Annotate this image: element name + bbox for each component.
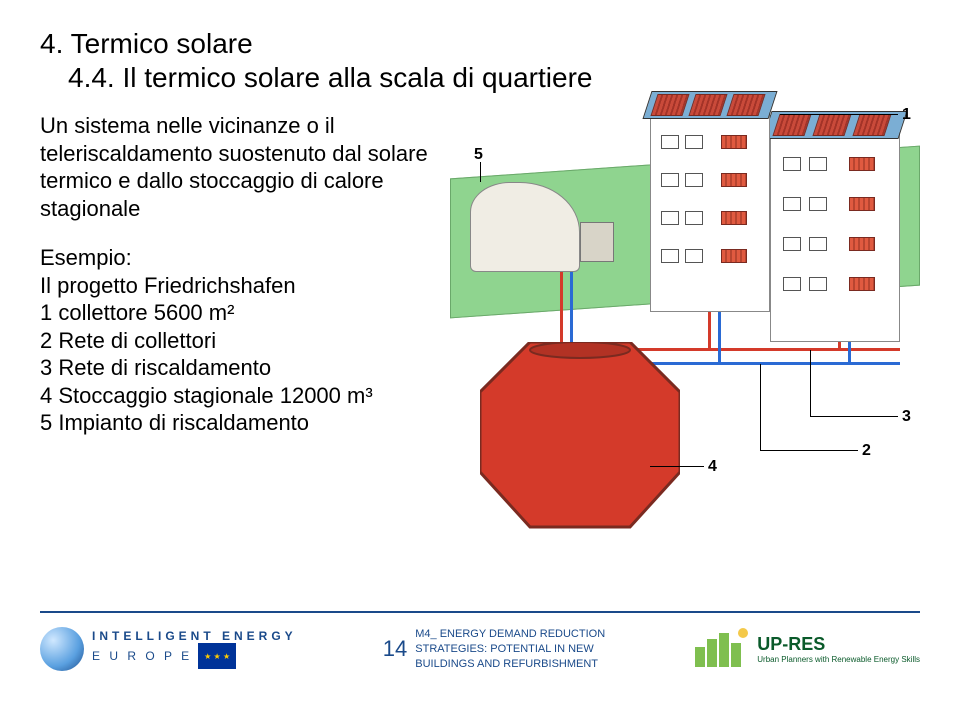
window (661, 135, 679, 149)
content-row: Un sistema nelle vicinanze o il telerisc… (40, 112, 920, 542)
radiator (849, 277, 875, 291)
window (809, 197, 827, 211)
radiator (721, 135, 747, 149)
solar-roof-1 (642, 91, 777, 119)
pipe-cold-riser-1 (718, 312, 721, 364)
section-subtitle: 4.4. Il termico solare alla scala di qua… (68, 62, 920, 94)
legend-item-1: 1 collettore 5600 m² (40, 300, 234, 325)
upres-sub-text: Urban Planners with Renewable Energy Ski… (757, 655, 920, 664)
eu-flag-icon: ★ ★ ★ (198, 643, 236, 669)
slide-footer: INTELLIGENT ENERGY E U R O P E ★ ★ ★ 14 … (0, 611, 960, 716)
diagram-column: 1 5 3 2 4 (450, 112, 920, 542)
leader-line (810, 416, 898, 417)
text-column: Un sistema nelle vicinanze o il telerisc… (40, 112, 432, 542)
radiator (849, 197, 875, 211)
leader-line (780, 114, 898, 115)
footer-title-line1: M4_ ENERGY DEMAND REDUCTION (415, 627, 605, 642)
solar-roof-2 (762, 111, 907, 139)
radiator (849, 237, 875, 251)
footer-title-line3: BUILDINGS AND REFURBISHMENT (415, 657, 605, 672)
legend-item-5: 5 Impianto di riscaldamento (40, 410, 309, 435)
footer-row: INTELLIGENT ENERGY E U R O P E ★ ★ ★ 14 … (40, 627, 920, 672)
ie-globe-icon (40, 627, 84, 671)
window (783, 237, 801, 251)
leader-line (650, 466, 704, 467)
legend-item-2: 2 Rete di collettori (40, 328, 216, 353)
footer-title-line2: STRATEGIES: POTENTIAL IN NEW (415, 642, 605, 657)
ie-brand-text: INTELLIGENT ENERGY (92, 629, 297, 643)
diagram-label-4: 4 (708, 458, 717, 476)
solar-panel (852, 114, 891, 136)
window (685, 173, 703, 187)
window (685, 211, 703, 225)
window (685, 135, 703, 149)
diagram-label-5: 5 (474, 146, 483, 164)
window (661, 249, 679, 263)
solar-panel (650, 94, 689, 116)
window (661, 173, 679, 187)
building-2 (770, 132, 900, 342)
leader-line (810, 350, 811, 416)
window (783, 157, 801, 171)
slide: 4. Termico solare 4.4. Il termico solare… (0, 0, 960, 716)
seasonal-storage-tank (480, 342, 680, 537)
legend-item-4: 4 Stoccaggio stagionale 12000 m³ (40, 383, 373, 408)
diagram-label-1: 1 (902, 106, 911, 124)
footer-left: INTELLIGENT ENERGY E U R O P E ★ ★ ★ (40, 627, 297, 671)
pipe-hot-riser-1 (708, 312, 711, 350)
example-label: Esempio: (40, 245, 132, 270)
upres-brand-text: UP-RES (757, 634, 920, 655)
solar-panel (688, 94, 727, 116)
window (685, 249, 703, 263)
intelligent-energy-logo: INTELLIGENT ENERGY E U R O P E ★ ★ ★ (40, 627, 297, 671)
ie-region-text: E U R O P E (92, 649, 192, 663)
diagram-label-3: 3 (902, 408, 911, 426)
upres-logo: UP-RES Urban Planners with Renewable Ene… (691, 627, 920, 671)
radiator (721, 249, 747, 263)
heat-plant (580, 222, 614, 262)
window (783, 197, 801, 211)
solar-panel (772, 114, 811, 136)
leader-line (760, 364, 761, 450)
intro-paragraph: Un sistema nelle vicinanze o il telerisc… (40, 112, 432, 222)
example-title: Il progetto Friedrichshafen (40, 273, 296, 298)
pipe-hot-from-plant (560, 272, 563, 350)
window (809, 237, 827, 251)
section-title: 4. Termico solare (40, 28, 920, 60)
window (783, 277, 801, 291)
radiator (849, 157, 875, 171)
leader-line (760, 450, 858, 451)
footer-center: 14 M4_ ENERGY DEMAND REDUCTION STRATEGIE… (383, 627, 605, 672)
solar-panel (812, 114, 851, 136)
example-block: Esempio: Il progetto Friedrichshafen 1 c… (40, 244, 432, 437)
leader-line (480, 162, 481, 182)
page-number: 14 (383, 634, 407, 664)
window (809, 157, 827, 171)
district-heating-diagram: 1 5 3 2 4 (450, 112, 920, 542)
pipe-cold-riser-2 (848, 342, 851, 364)
radiator (721, 173, 747, 187)
window (809, 277, 827, 291)
footer-divider (40, 611, 920, 613)
diagram-label-2: 2 (862, 442, 871, 460)
upres-buildings-icon (691, 627, 751, 671)
solar-panel (726, 94, 765, 116)
window (661, 211, 679, 225)
pipe-hot-riser-2 (838, 342, 841, 350)
footer-right: UP-RES Urban Planners with Renewable Ene… (691, 627, 920, 671)
legend-item-3: 3 Rete di riscaldamento (40, 355, 271, 380)
building-1 (650, 112, 770, 312)
radiator (721, 211, 747, 225)
